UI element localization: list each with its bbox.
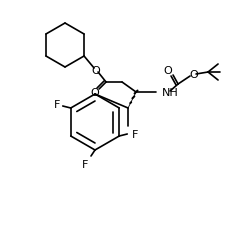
- Text: F: F: [132, 130, 138, 139]
- Text: O: O: [92, 66, 100, 76]
- Text: O: O: [91, 88, 99, 98]
- Text: F: F: [54, 100, 60, 110]
- Text: NH: NH: [162, 88, 179, 98]
- Text: F: F: [82, 159, 88, 169]
- Text: O: O: [164, 66, 172, 76]
- Text: O: O: [190, 70, 199, 80]
